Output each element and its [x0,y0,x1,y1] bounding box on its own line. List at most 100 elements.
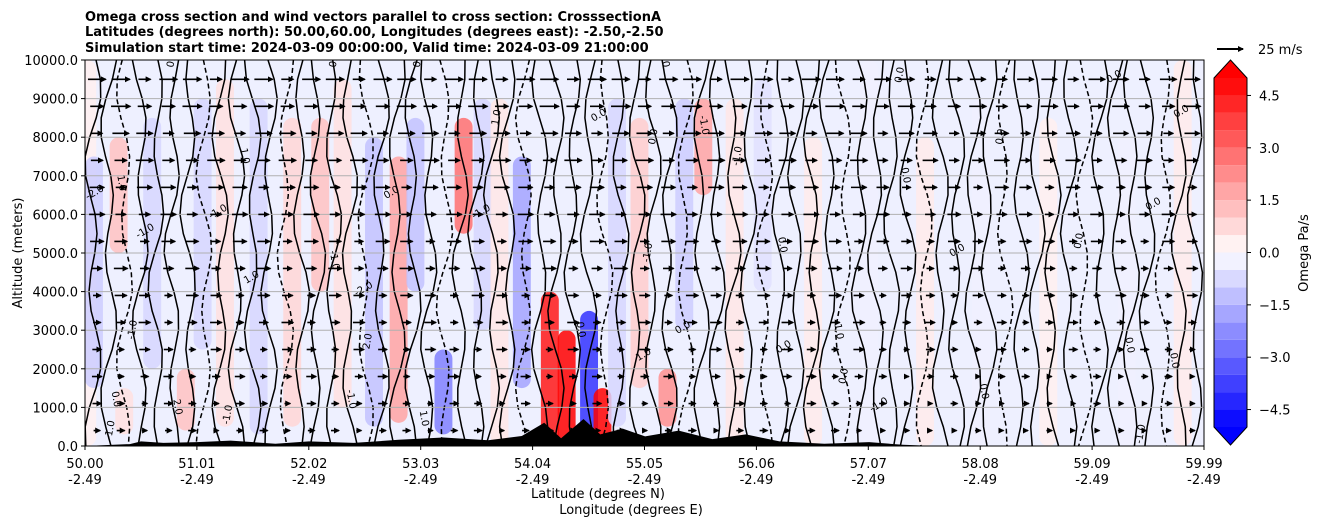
x-tick-label-lat: 58.08 [962,457,999,472]
colorbar-band [1214,217,1247,236]
y-tick-label: 2000.0 [33,363,79,378]
omega-region [694,98,713,196]
omega-region [753,79,772,292]
contour-label: 0.0 [893,66,907,84]
y-tick-label: 9000.0 [33,93,79,108]
omega-contour-line [357,60,374,446]
colorbar-tick-label: −4.5 [1259,404,1291,419]
y-tick-label: 8000.0 [33,131,79,146]
contour-label: 1.0 [114,174,128,192]
contour-label: -1.0 [831,319,845,340]
colorbar-tick-label: −1.5 [1259,299,1291,314]
x-tick-label-lat: 51.01 [178,457,215,472]
contour-label: 0.0 [1167,352,1181,370]
y-tick-label: 4000.0 [33,286,79,301]
terrain-layer [85,419,1204,446]
contour-label: 0.0 [994,128,1008,146]
x-tick-label-lon: -2.49 [1075,473,1109,488]
y-tick-label: 0.0 [57,440,78,455]
colorbar-extend-max [1214,60,1247,78]
y-tick-label: 3000.0 [33,324,79,339]
x-tick-label-lon: -2.49 [404,473,438,488]
quiver-key-label: 25 m/s [1258,43,1303,58]
y-tick-label: 1000.0 [33,401,79,416]
x-tick-label-lon: -2.49 [963,473,997,488]
omega-region [143,117,162,369]
x-tick-label-lon: -2.49 [851,473,885,488]
contour-label: 2.0 [361,333,375,351]
colorbar-band [1214,78,1247,96]
colorbar-extend-min [1214,427,1247,445]
colorbar-band [1214,304,1247,323]
x-tick-label-lat: 50.00 [66,457,103,472]
omega-region [176,368,195,431]
omega-region [365,137,383,427]
omega-region [333,79,352,408]
y-tick-label: 5000.0 [33,247,79,262]
contour-label: -1.0 [126,319,140,340]
contour-label: 2.0 [170,398,184,416]
contour-label: 0.0 [647,128,661,146]
contour-label: 0.0 [775,236,789,254]
chart-title-line-3: Simulation start time: 2024-03-09 00:00:… [85,41,649,56]
colorbar-band [1214,130,1247,148]
omega-region [658,368,677,427]
colorbar-band [1214,95,1247,113]
omega-contour-line [514,60,532,446]
colorbar-band [1214,269,1247,288]
x-tick-label-lat: 59.09 [1073,457,1110,472]
colorbar-band [1214,200,1247,218]
colorbar-band [1214,409,1247,427]
contour-label: 0.0 [1122,336,1136,354]
colorbar-band [1214,182,1247,201]
x-axis: 50.00-2.4951.01-2.4952.02-2.4953.03-2.49… [66,446,1223,488]
x-tick-label-lat: 53.03 [402,457,439,472]
colorbar: −4.5 −3.0 −1.5 0.0 1.5 3.0 4.5 [1213,59,1291,446]
chart-title-line-1: Omega cross section and wind vectors par… [85,10,661,25]
omega-region [109,137,128,253]
x-tick-label-lat: 59.99 [1185,457,1222,472]
contour-label: 0.0 [328,51,342,69]
omega-region [557,330,576,446]
contour-label: 0.0 [837,367,851,385]
omega-region [434,349,453,435]
contour-label: -1.0 [327,250,341,271]
x-tick-label-lon: -2.49 [292,473,326,488]
colorbar-outline [1213,59,1248,446]
x-tick-label-lon: -2.49 [628,473,662,488]
contour-label: 0.0 [109,390,123,408]
y-tick-label: 6000.0 [33,208,79,223]
colorbar-tick-label: 3.0 [1259,142,1280,157]
colorbar-tick-label: 4.5 [1259,89,1280,104]
colorbar-band [1214,287,1247,305]
contour-label: 1.0 [417,410,431,428]
colorbar-band [1214,392,1247,410]
x-tick-label-lat: 56.06 [738,457,775,472]
quiver-key: 25 m/s [1217,43,1303,58]
colorbar-band [1214,374,1247,393]
colorbar-tick-label: −3.0 [1259,351,1291,366]
x-tick-label-lat: 57.07 [850,457,887,472]
contour-label: 0.0 [165,51,179,69]
colorbar-band [1214,112,1247,131]
omega-contour-line [1075,60,1094,446]
y-tick-label: 7000.0 [33,170,79,185]
contour-label: 0.0 [574,321,588,339]
contour-label: -1.0 [641,242,655,263]
contour-label: -1.0 [344,389,358,410]
omega-contour-line [195,60,213,446]
colorbar-band [1214,165,1247,183]
contour-label: -1.0 [221,404,235,425]
x-tick-label-lon: -2.49 [516,473,550,488]
x-tick-label-lon: -2.49 [1187,473,1221,488]
omega-region [406,117,425,292]
omega-region [512,156,531,389]
colorbar-tick-label: 1.5 [1259,194,1280,209]
omega-region [283,117,302,427]
colorbar-band [1214,357,1247,375]
y-tick-label: 10000.0 [24,54,78,69]
contour-label: 1.0 [490,109,504,127]
terrain-profile [85,419,1204,446]
contour-label: 1.0 [237,147,251,165]
